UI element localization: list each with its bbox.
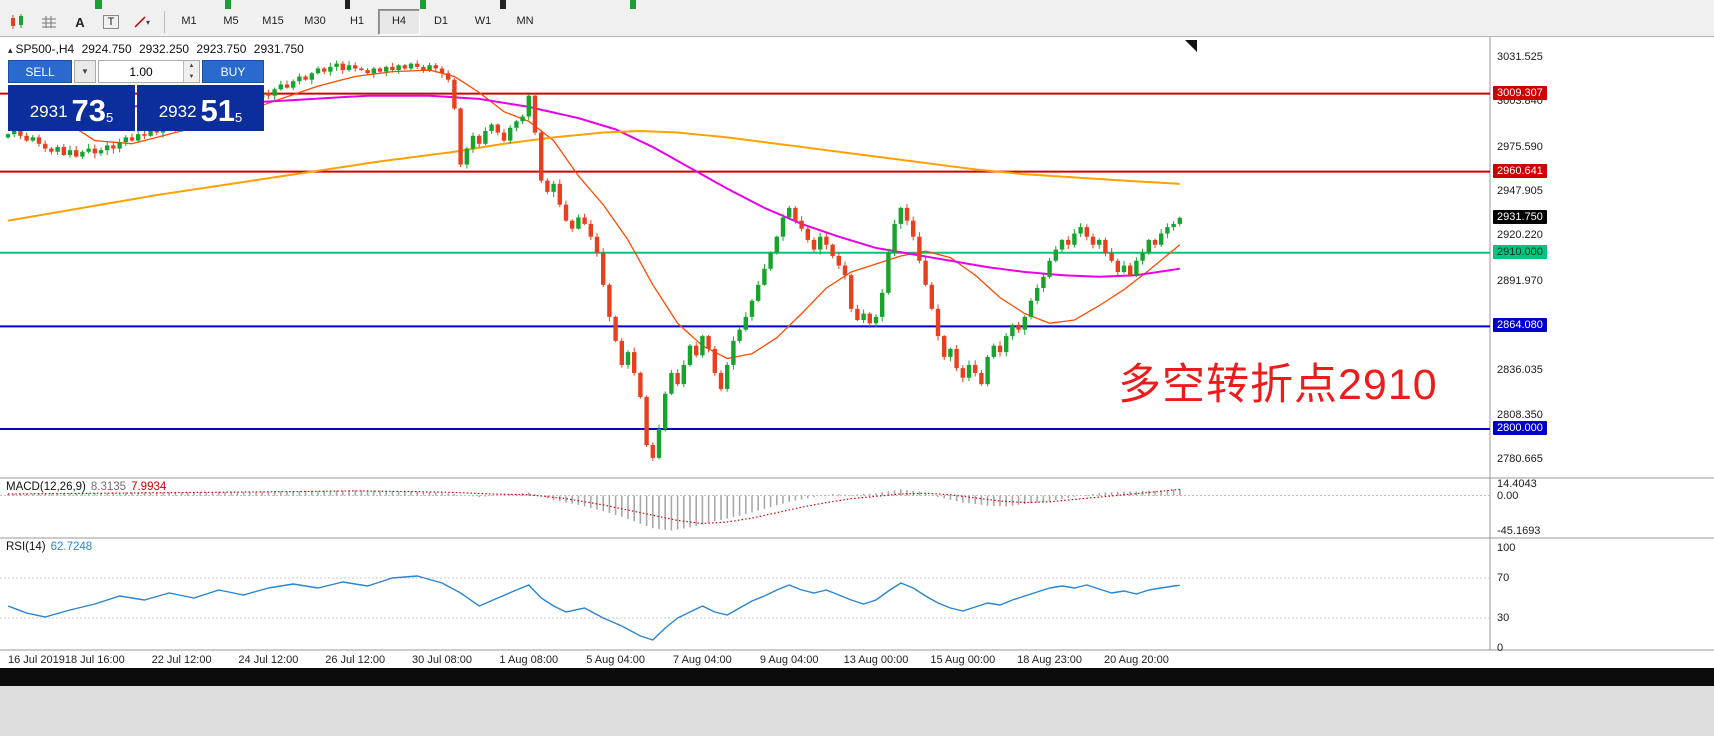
toolbar-separator	[164, 11, 165, 33]
time-tick: 1 Aug 08:00	[499, 654, 559, 666]
buy-button[interactable]: BUY	[202, 60, 264, 83]
macd-label: MACD(12,26,9) 8.3135 7.9934	[6, 481, 167, 493]
icon-fragment	[95, 0, 102, 9]
time-tick: 18 Jul 16:00	[64, 654, 125, 666]
icon-fragment	[420, 0, 426, 9]
shift-marker	[1185, 40, 1197, 52]
time-tick: 18 Aug 23:00	[1017, 654, 1083, 666]
time-tick: 30 Jul 08:00	[412, 654, 472, 666]
indicators-icon[interactable]	[4, 9, 32, 35]
icon-fragment	[345, 0, 350, 9]
buy-price-big: 51	[200, 93, 236, 128]
tab-timeframe-d1[interactable]: D1	[433, 15, 449, 27]
shapes-dropdown-icon[interactable]: ▾	[128, 9, 156, 35]
tab-timeframe-h1[interactable]: H1	[349, 15, 365, 27]
time-tick: 7 Aug 04:00	[673, 654, 732, 666]
chart-text-annotation: 多空转折点2910	[1118, 361, 1438, 409]
time-tick: 20 Aug 20:00	[1103, 654, 1169, 666]
symbol-collapse-icon[interactable]: ▴	[8, 45, 13, 55]
time-tick: 9 Aug 04:00	[759, 654, 819, 666]
volume-up-button[interactable]: ▲	[184, 61, 199, 72]
chart-window: ▴ SP500-,H4 2924.750 2932.250 2923.750 29…	[0, 36, 1714, 668]
rsi-label: RSI(14) 62.7248	[6, 541, 93, 553]
time-tick: 22 Jul 12:00	[151, 654, 212, 666]
buy-price-tile[interactable]: 2932 51 5	[137, 85, 264, 131]
macd-layer	[0, 488, 1490, 531]
tab-timeframe-mn[interactable]: MN	[516, 15, 534, 27]
text-label-icon[interactable]: T	[97, 9, 125, 35]
time-tick: 5 Aug 04:00	[586, 654, 645, 666]
buy-price-small: 2932	[158, 102, 197, 121]
rsi-value: 62.7248	[50, 541, 93, 553]
time-axis[interactable]: 16 Jul 2019 18 Jul 16:00 22 Jul 12:00 24 Ju…	[0, 652, 1490, 670]
sell-price-tile[interactable]: 2931 73 5	[8, 85, 135, 131]
volume-stepper: ▲ ▼	[183, 61, 199, 82]
volume-input[interactable]	[99, 63, 183, 80]
ohlc-close: 2931.750	[253, 42, 304, 56]
volume-field-wrap: ▲ ▼	[98, 60, 200, 83]
symbol-timeframe: SP500-,H4	[15, 42, 75, 56]
tab-timeframe-m30[interactable]: M30	[304, 15, 326, 27]
sell-button[interactable]: SELL	[8, 60, 72, 83]
ohlc-open: 2924.750	[81, 42, 132, 56]
tab-timeframe-m15[interactable]: M15	[262, 15, 284, 27]
objects-grid-icon[interactable]	[35, 9, 63, 35]
buy-price-sup: 5	[235, 110, 243, 125]
window-footer	[0, 686, 1714, 736]
icon-fragment	[500, 0, 506, 9]
ohlc-high: 2932.250	[138, 42, 190, 56]
volume-down-button[interactable]: ▼	[184, 71, 199, 82]
time-tick: 16 Jul 2019	[8, 654, 65, 666]
text-A-icon[interactable]: A	[75, 14, 85, 30]
tab-timeframe-m1[interactable]: M1	[181, 15, 197, 27]
time-tick: 24 Jul 12:00	[238, 654, 299, 666]
time-tick: 15 Aug 00:00	[930, 654, 996, 666]
tab-timeframe-m5[interactable]: M5	[223, 15, 239, 27]
icon-fragment	[225, 0, 231, 9]
candles-layer	[5, 60, 1182, 461]
chart-canvas[interactable]	[0, 36, 1714, 668]
time-tick: 26 Jul 12:00	[325, 654, 386, 666]
sell-price-big: 73	[71, 93, 107, 128]
tab-timeframe-h4[interactable]: H4	[378, 9, 420, 35]
tab-timeframe-w1[interactable]: W1	[474, 15, 492, 27]
rsi-layer	[0, 575, 1490, 641]
macd-signal-value: 7.9934	[131, 481, 167, 493]
toolbar: A T ▾ M1 M5 M15 M30 H1 H4 D1 W1 MN	[0, 0, 1714, 37]
ohlc-low: 2923.750	[196, 42, 247, 56]
bottom-bar	[0, 668, 1714, 686]
sell-price-sup: 5	[106, 110, 114, 125]
sell-price-small: 2931	[29, 102, 68, 121]
time-tick: 13 Aug 00:00	[843, 654, 909, 666]
icon-fragment	[630, 0, 636, 9]
volume-dropdown-button[interactable]: ▼	[74, 60, 96, 83]
panel-separators	[0, 36, 1714, 651]
timeframe-buttons: M1 M5 M15 M30 H1 H4 D1 W1 MN	[168, 9, 546, 35]
chart-header: ▴ SP500-,H4 2924.750 2932.250 2923.750 29…	[8, 42, 308, 56]
macd-main-value: 8.3135	[90, 481, 127, 493]
